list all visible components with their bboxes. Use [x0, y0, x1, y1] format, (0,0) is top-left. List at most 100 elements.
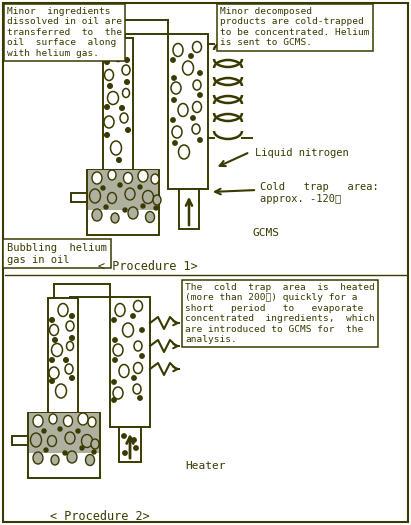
Text: < Procedure 1>: < Procedure 1> [98, 260, 198, 273]
Ellipse shape [178, 145, 189, 159]
Circle shape [113, 338, 117, 342]
Circle shape [125, 80, 129, 85]
Circle shape [191, 116, 195, 120]
Circle shape [120, 106, 124, 110]
Circle shape [105, 133, 109, 138]
Text: The  cold  trap  area  is  heated
(more than 200℃) quickly for a
short   period : The cold trap area is heated (more than … [185, 283, 375, 344]
Circle shape [154, 206, 158, 210]
Circle shape [64, 358, 68, 362]
Ellipse shape [66, 321, 74, 331]
Ellipse shape [51, 455, 59, 465]
Circle shape [134, 446, 138, 450]
Circle shape [172, 98, 176, 102]
Circle shape [140, 328, 144, 332]
Bar [71, 193, 87, 202]
Ellipse shape [113, 48, 123, 61]
Bar [110, 297, 150, 427]
Bar [179, 189, 199, 229]
Circle shape [198, 71, 202, 75]
Circle shape [70, 335, 74, 340]
Circle shape [123, 208, 127, 212]
Bar [119, 427, 141, 462]
Circle shape [132, 376, 136, 380]
Ellipse shape [193, 80, 201, 90]
Ellipse shape [111, 141, 122, 155]
Ellipse shape [151, 174, 159, 184]
Ellipse shape [65, 432, 75, 444]
Ellipse shape [125, 188, 135, 200]
Circle shape [122, 434, 126, 438]
Ellipse shape [134, 300, 143, 311]
Ellipse shape [49, 367, 59, 379]
Ellipse shape [173, 44, 183, 57]
Ellipse shape [58, 303, 68, 317]
Ellipse shape [133, 384, 141, 394]
Bar [88, 170, 158, 210]
Circle shape [112, 380, 116, 384]
Bar [29, 413, 99, 453]
Circle shape [112, 318, 116, 322]
Circle shape [80, 446, 84, 450]
Circle shape [141, 204, 145, 208]
Circle shape [117, 158, 121, 162]
Ellipse shape [171, 82, 181, 94]
Ellipse shape [153, 195, 161, 205]
Ellipse shape [138, 170, 148, 182]
Circle shape [42, 429, 46, 433]
Ellipse shape [143, 191, 153, 204]
Circle shape [118, 183, 122, 187]
Circle shape [112, 398, 116, 402]
Bar [48, 298, 78, 413]
Ellipse shape [119, 364, 129, 377]
Ellipse shape [115, 303, 125, 317]
Ellipse shape [64, 415, 72, 426]
Ellipse shape [134, 341, 142, 351]
Ellipse shape [81, 435, 92, 447]
Ellipse shape [192, 101, 201, 112]
Ellipse shape [134, 362, 143, 373]
Ellipse shape [128, 207, 138, 219]
Ellipse shape [92, 209, 102, 221]
Circle shape [44, 448, 48, 452]
Ellipse shape [192, 124, 200, 134]
Circle shape [198, 138, 202, 142]
Text: Minor decomposed
products are cold-trapped
to be concentrated. Helium
is sent to: Minor decomposed products are cold-trapp… [220, 7, 369, 47]
Circle shape [76, 429, 80, 433]
Ellipse shape [182, 61, 194, 75]
Ellipse shape [33, 452, 43, 464]
Circle shape [105, 60, 109, 64]
Circle shape [70, 314, 74, 318]
Circle shape [138, 185, 142, 189]
Circle shape [108, 83, 112, 88]
Ellipse shape [113, 387, 123, 399]
Ellipse shape [33, 415, 43, 427]
Text: Cold   trap   area:
approx. -120℃: Cold trap area: approx. -120℃ [260, 182, 379, 204]
Ellipse shape [123, 173, 132, 184]
Ellipse shape [113, 344, 123, 356]
Ellipse shape [91, 439, 99, 449]
Ellipse shape [85, 455, 95, 466]
Circle shape [50, 379, 54, 383]
Ellipse shape [120, 113, 128, 123]
Circle shape [113, 358, 117, 362]
Circle shape [101, 186, 105, 190]
Ellipse shape [108, 170, 116, 180]
Ellipse shape [108, 193, 116, 204]
Circle shape [105, 104, 109, 109]
Ellipse shape [88, 417, 96, 427]
Ellipse shape [78, 413, 88, 425]
Text: Liquid nitrogen: Liquid nitrogen [255, 148, 349, 158]
Ellipse shape [104, 69, 113, 80]
Ellipse shape [108, 91, 118, 104]
Circle shape [173, 141, 177, 145]
Circle shape [132, 438, 136, 442]
Circle shape [123, 451, 127, 455]
Text: < Procedure 2>: < Procedure 2> [50, 510, 150, 523]
Ellipse shape [67, 341, 74, 351]
Ellipse shape [192, 41, 201, 52]
Circle shape [131, 314, 135, 318]
Circle shape [171, 58, 175, 62]
Ellipse shape [122, 89, 129, 98]
Ellipse shape [55, 384, 67, 398]
Ellipse shape [122, 323, 134, 337]
